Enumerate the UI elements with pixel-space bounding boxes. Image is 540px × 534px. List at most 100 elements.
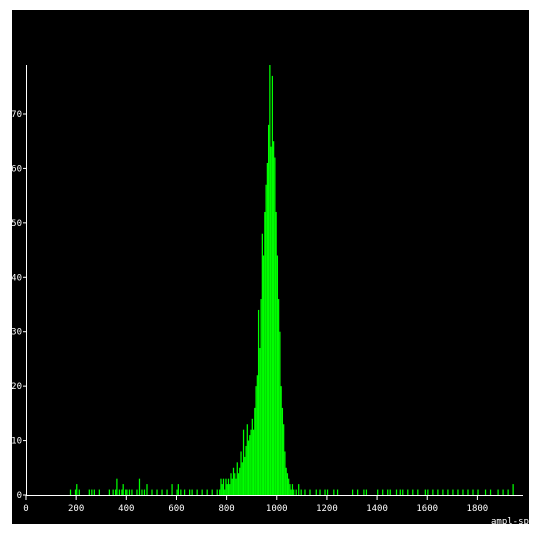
histogram-bar [382, 489, 384, 495]
histogram-bar [234, 473, 236, 495]
histogram-bar [477, 489, 479, 495]
x-tick-label: 0 [23, 504, 28, 514]
histogram-bar [118, 489, 121, 495]
histogram-bar [122, 484, 124, 495]
histogram-bar [442, 489, 444, 495]
histogram-bar [424, 489, 426, 495]
histogram-bar [230, 473, 232, 495]
histogram-bar [399, 489, 401, 495]
histogram-bars [69, 65, 514, 496]
histogram-bar [352, 489, 354, 495]
histogram-bar [417, 489, 419, 495]
x-tick-label: 200 [68, 504, 84, 514]
histogram-bar [269, 65, 271, 495]
histogram-bar [298, 484, 300, 495]
histogram-bar [288, 478, 290, 495]
histogram-bar [226, 484, 228, 495]
histogram-bar [138, 478, 141, 495]
histogram-bar [452, 489, 454, 495]
histogram-bar [289, 484, 291, 495]
histogram-bar [389, 489, 391, 495]
histogram-plot: 0 200 400 600 800 1000 1200 1400 1600 1800 0 10 20 3… [12, 65, 529, 524]
x-tick-label: 600 [168, 504, 184, 514]
histogram-bar [256, 375, 258, 495]
histogram-bar [447, 489, 449, 495]
histogram-bar [241, 462, 243, 495]
histogram-bar [286, 473, 289, 495]
histogram-bar [177, 484, 179, 495]
histogram-bar [512, 484, 514, 495]
histogram-bar [156, 489, 158, 495]
histogram-bar [191, 489, 193, 495]
histogram-bar [93, 489, 95, 495]
histogram-bar [489, 489, 492, 495]
histogram-bar [462, 489, 464, 495]
histogram-bar [250, 429, 252, 495]
histogram-bar [196, 489, 198, 495]
histogram-bar [336, 489, 339, 495]
histogram-bar [467, 489, 469, 495]
histogram-bar [69, 489, 72, 495]
histogram-bar [126, 489, 128, 495]
histogram-bar [387, 489, 389, 495]
x-tick-label: 400 [118, 504, 134, 514]
histogram-bar [247, 440, 250, 495]
histogram-bar [275, 211, 277, 495]
histogram-bar [229, 484, 231, 495]
histogram-bar [246, 424, 248, 495]
y-tick-label: 30 [12, 328, 22, 338]
histogram-bar [74, 489, 77, 495]
histogram-bar [249, 435, 251, 495]
histogram-bar [284, 451, 286, 495]
histogram-bar [76, 484, 78, 495]
histogram-bar [141, 489, 143, 495]
histogram-bar [240, 451, 242, 495]
histogram-bar [236, 462, 238, 495]
histogram-bar [227, 478, 230, 495]
histogram-bar [146, 484, 148, 495]
histogram-bar [333, 489, 335, 495]
histogram-bar [291, 484, 294, 495]
histogram-bar [78, 489, 80, 495]
histogram-bar [171, 484, 173, 495]
histogram-bar [270, 146, 272, 495]
histogram-bar [244, 456, 246, 495]
histogram-bar [315, 489, 317, 495]
histogram-bar [254, 407, 256, 495]
histogram-bar [290, 489, 292, 495]
y-ticks: 0 10 20 30 40 50 60 70 [12, 110, 26, 501]
histogram-bar [166, 489, 168, 495]
histogram-bar [280, 386, 282, 495]
histogram-bar [98, 489, 100, 495]
histogram-bar [281, 407, 284, 495]
histogram-bar [88, 489, 90, 495]
histogram-bar [161, 489, 163, 495]
histogram-bar [278, 299, 280, 495]
histogram-bar [457, 489, 459, 495]
histogram-bar [357, 489, 359, 495]
histogram-bar [432, 489, 434, 495]
histogram-bar [283, 424, 285, 495]
histogram-bar [128, 489, 131, 495]
histogram-bar [265, 184, 267, 495]
histogram-bar [125, 489, 127, 495]
x-tick-label: 1800 [467, 504, 489, 514]
histogram-bar [304, 489, 306, 495]
histogram-bar [279, 331, 281, 495]
histogram-bar [309, 489, 311, 495]
histogram-bar [324, 489, 326, 495]
histogram-bar [427, 489, 429, 495]
y-tick-label: 60 [12, 164, 22, 174]
x-axis-label: ampl-spher [491, 517, 529, 524]
histogram-bar [136, 489, 138, 495]
histogram-bar [121, 489, 123, 495]
histogram-bar [285, 467, 287, 495]
histogram-bar [220, 478, 222, 495]
histogram-bar [300, 489, 302, 495]
histogram-bar [176, 489, 178, 495]
histogram-bar [259, 348, 261, 495]
histogram-bar [402, 489, 404, 495]
x-tick-label: 1200 [316, 504, 338, 514]
histogram-bar [497, 489, 499, 495]
histogram-bar [507, 489, 509, 495]
